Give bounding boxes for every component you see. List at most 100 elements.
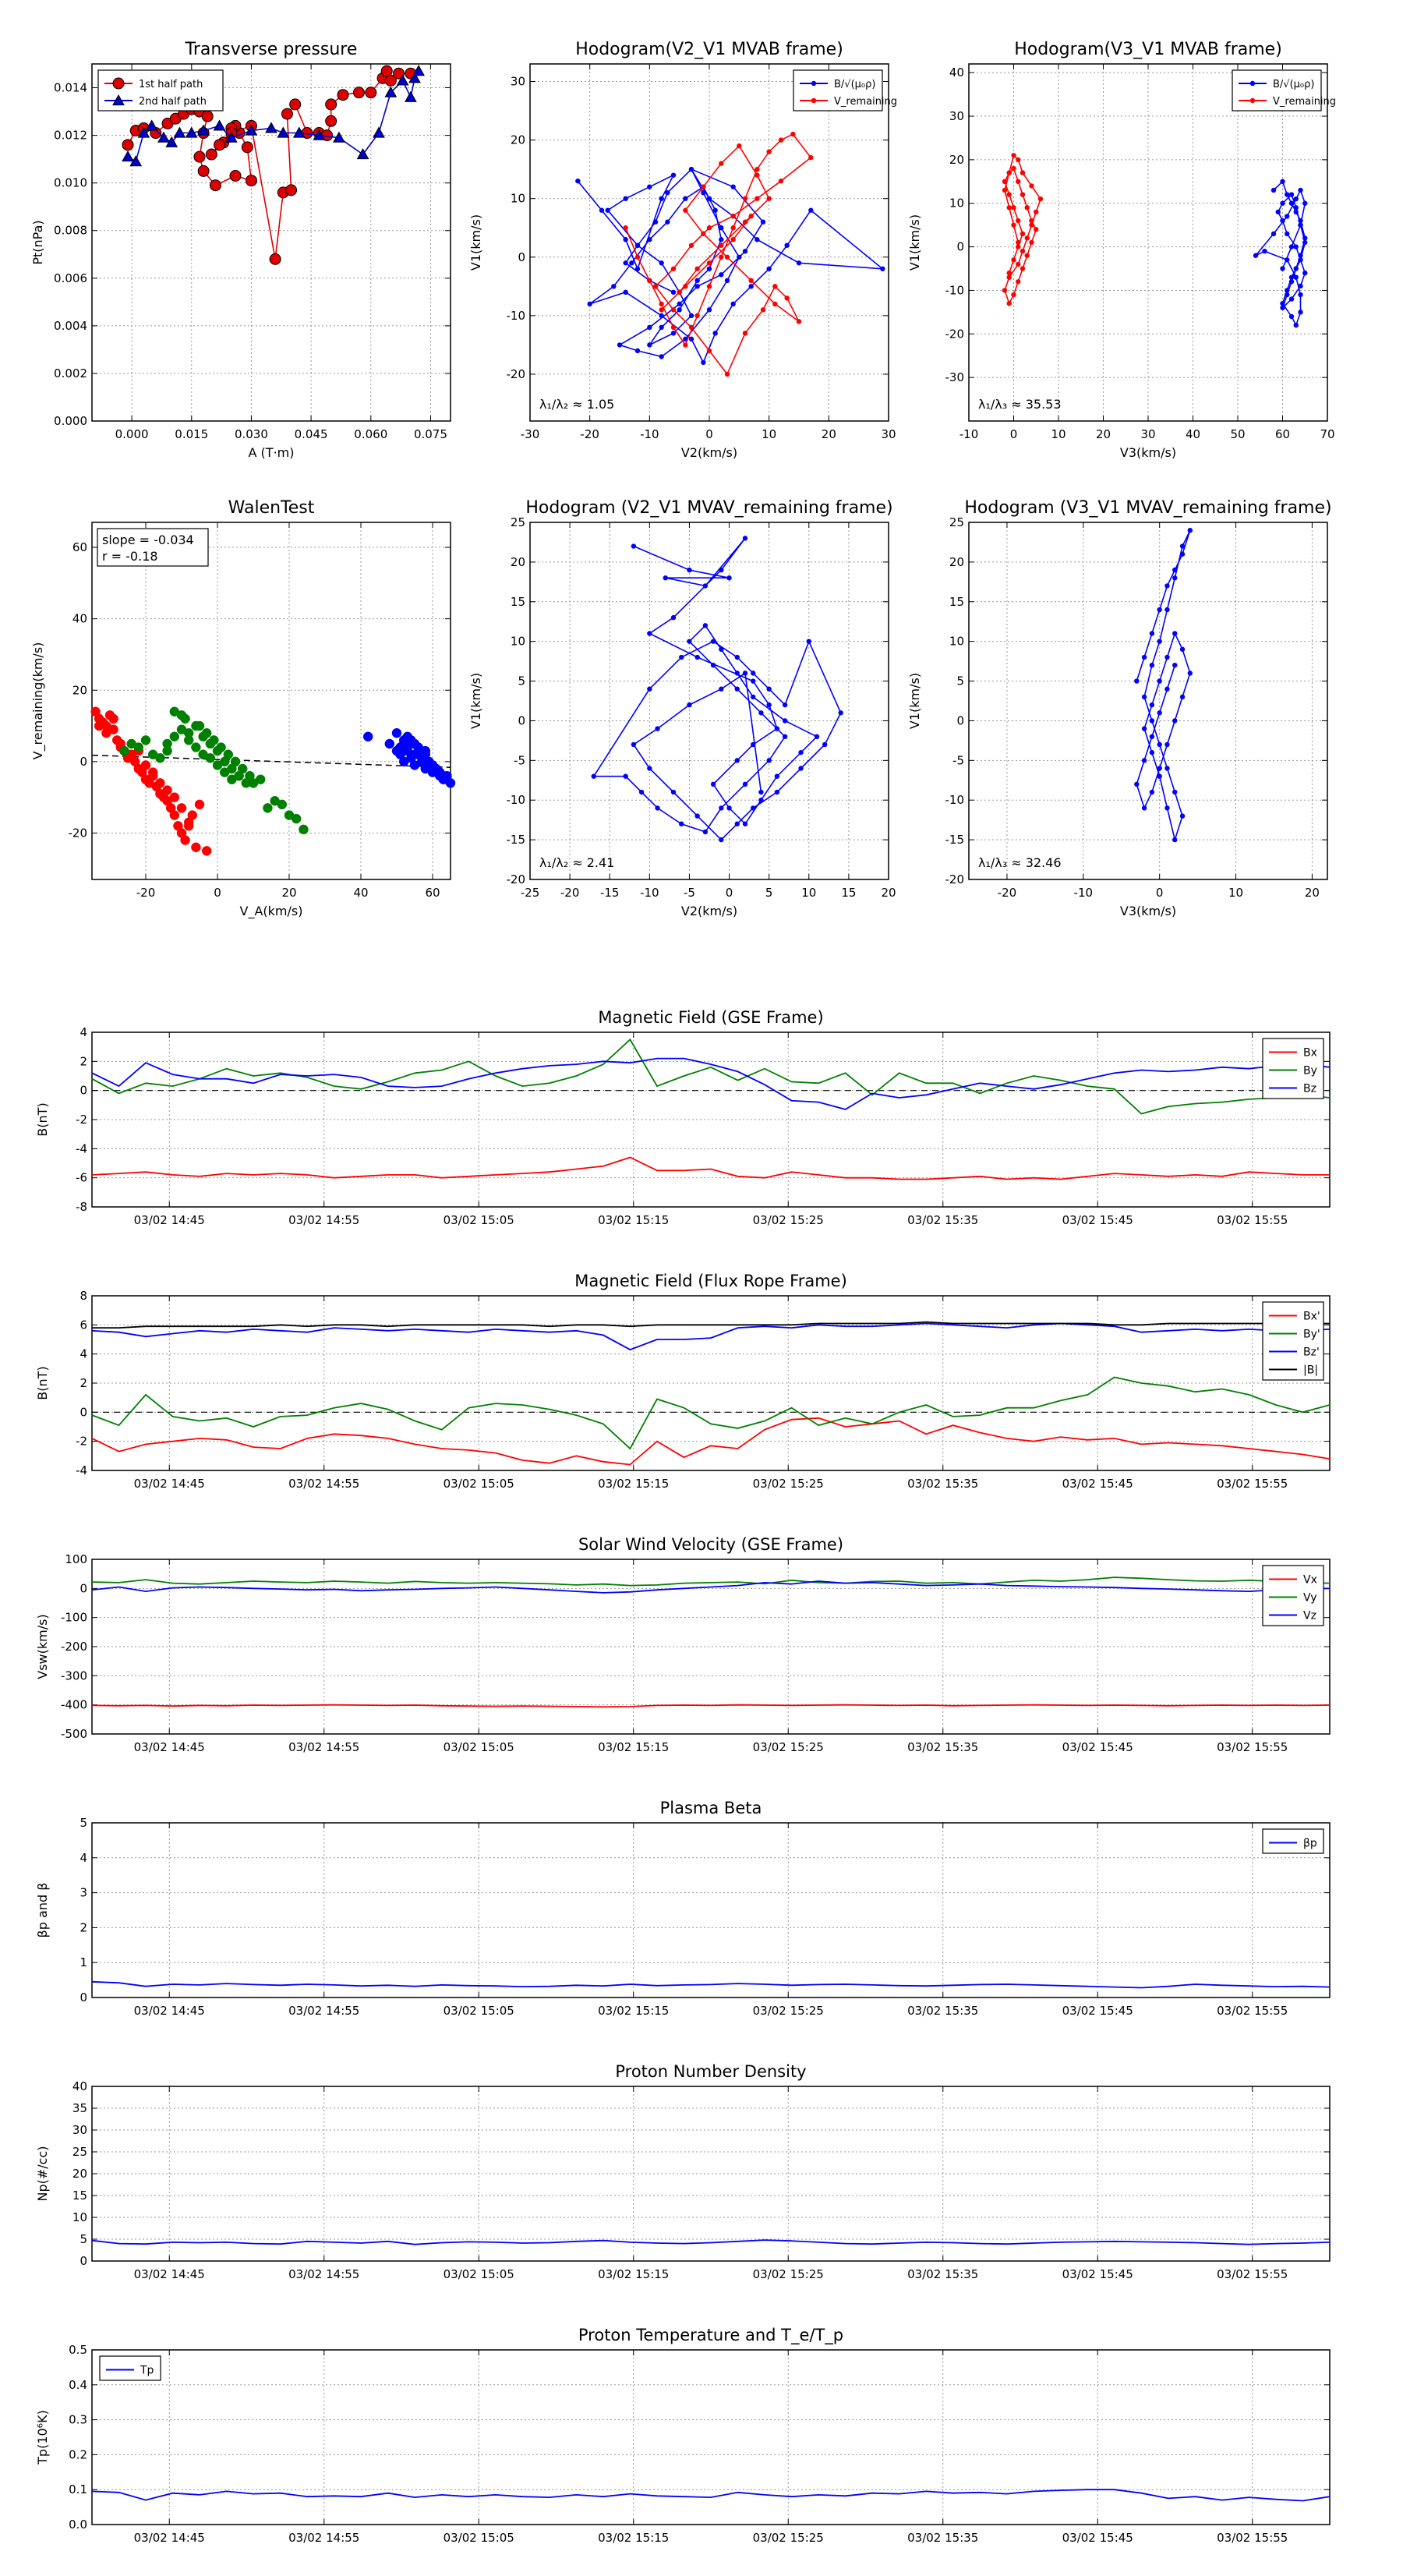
- y-tick-label: 100: [65, 1552, 87, 1566]
- x-tick-label: -20: [998, 886, 1017, 900]
- data-point: [790, 131, 796, 137]
- y-tick-label: -20: [945, 327, 965, 341]
- series-line-|B|: [92, 1321, 1330, 1329]
- x-tick-label: 0.015: [175, 427, 208, 441]
- data-point: [719, 646, 724, 653]
- x-tick-label: -10: [640, 427, 659, 441]
- x-tick-label: 03/02 15:15: [598, 2531, 669, 2545]
- data-point: [702, 829, 709, 835]
- y-tick-label: 1: [80, 1955, 87, 1969]
- data-point: [647, 278, 652, 284]
- axes-frame: [529, 522, 889, 880]
- y-tick-label: -6: [76, 1171, 87, 1185]
- data-point: [147, 767, 158, 777]
- y-axis-label: Pt(nPa): [30, 220, 45, 264]
- data-point: [751, 741, 756, 748]
- series-line-Tp: [91, 2489, 1331, 2502]
- data-point: [396, 74, 409, 86]
- series-1: [623, 131, 814, 377]
- y-tick-label: -8: [76, 1200, 87, 1214]
- data-point: [782, 734, 788, 739]
- data-point: [670, 614, 677, 621]
- data-point: [778, 178, 784, 184]
- data-point: [1016, 179, 1021, 185]
- data-point: [1172, 663, 1178, 668]
- data-point: [1293, 196, 1299, 202]
- data-point: [774, 726, 780, 731]
- legend-label: V_remaining: [1273, 96, 1336, 108]
- data-point: [659, 301, 664, 307]
- x-tick-label: 40: [353, 886, 368, 900]
- data-point: [119, 745, 129, 756]
- data-point: [1020, 170, 1026, 175]
- data-point: [1157, 639, 1162, 644]
- data-point: [623, 237, 628, 242]
- x-axis-label: V2(km/s): [681, 445, 737, 460]
- data-point: [1285, 231, 1290, 237]
- data-point: [683, 342, 688, 348]
- data-point: [758, 798, 764, 803]
- data-point: [670, 307, 677, 313]
- x-tick-label: 03/02 15:15: [598, 1477, 669, 1491]
- data-point: [766, 686, 772, 692]
- data-point: [1029, 222, 1034, 228]
- legend-marker: [811, 80, 817, 87]
- data-point: [659, 307, 664, 313]
- chart-title: Solar Wind Velocity (GSE Frame): [578, 1535, 843, 1554]
- x-tick-label: 30: [1140, 427, 1155, 441]
- data-point: [1302, 235, 1308, 241]
- data-point: [605, 207, 610, 213]
- y-tick-label: -10: [945, 283, 965, 297]
- data-point: [760, 307, 766, 313]
- data-point: [1288, 313, 1295, 320]
- data-point: [701, 184, 706, 189]
- y-tick-label: 0: [956, 240, 964, 254]
- data-point: [209, 179, 221, 192]
- data-point: [766, 702, 772, 708]
- y-tick-label: 5: [80, 1816, 87, 1830]
- data-point: [1172, 718, 1178, 724]
- x-tick-label: 03/02 15:35: [907, 2267, 978, 2281]
- data-point: [1134, 678, 1140, 684]
- data-point: [694, 813, 700, 819]
- y-tick-label: -2: [76, 1113, 87, 1127]
- data-point: [1016, 218, 1021, 224]
- y-tick-label: -100: [61, 1611, 87, 1625]
- axes-frame: [91, 1031, 1331, 1208]
- data-point: [663, 575, 668, 581]
- data-point: [1288, 279, 1295, 285]
- y-tick-label: -30: [945, 370, 965, 384]
- data-point: [1172, 789, 1178, 795]
- data-point: [230, 756, 241, 767]
- x-tick-label: -10: [1074, 886, 1094, 900]
- data-point: [659, 313, 664, 319]
- data-point: [197, 124, 210, 136]
- data-point: [1302, 270, 1308, 276]
- y-tick-label: -10: [507, 793, 526, 807]
- y-tick-label: 4: [80, 1025, 87, 1039]
- data-point: [719, 242, 724, 248]
- x-tick-label: 03/02 15:25: [753, 1477, 824, 1491]
- x-axis-label: A (T·m): [249, 445, 295, 460]
- data-point: [173, 126, 186, 138]
- data-point: [623, 773, 628, 779]
- annotation-text: λ₁/λ₃ ≈ 35.53: [978, 397, 1062, 412]
- x-tick-label: -20: [580, 427, 599, 441]
- data-point: [214, 139, 226, 151]
- data-point: [706, 284, 712, 289]
- data-point: [356, 147, 369, 160]
- data-point: [719, 272, 724, 278]
- data-point: [748, 284, 754, 289]
- data-point: [742, 821, 748, 826]
- data-point: [591, 773, 596, 779]
- data-point: [277, 799, 288, 810]
- data-point: [289, 98, 302, 111]
- y-tick-label: 0: [80, 1084, 87, 1098]
- data-point: [784, 295, 790, 301]
- data-point: [157, 131, 170, 143]
- data-point: [778, 137, 784, 143]
- data-point: [1016, 239, 1021, 246]
- data-point: [205, 148, 217, 161]
- y-tick-label: 4: [80, 1347, 87, 1361]
